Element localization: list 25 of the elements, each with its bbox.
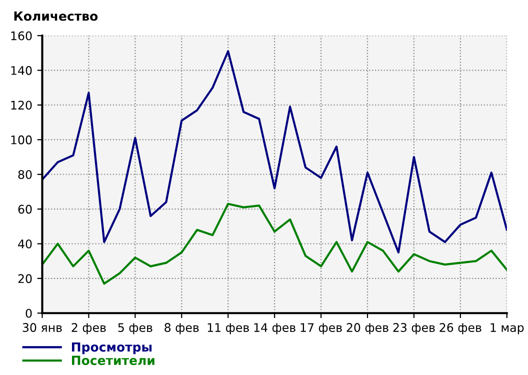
x-tick-label: 26 фев bbox=[440, 323, 482, 334]
x-tick-label: 1 мар bbox=[490, 323, 524, 334]
x-tick-label: 11 фев bbox=[208, 323, 249, 334]
y-tick-label: 60 bbox=[18, 204, 32, 214]
x-tick-label: 14 фев bbox=[254, 323, 296, 334]
x-tick-label: 8 фев bbox=[164, 323, 199, 334]
y-tick-label: 140 bbox=[11, 66, 32, 75]
chart-title: Количество bbox=[14, 12, 98, 21]
y-tick-label: 120 bbox=[11, 100, 32, 110]
x-tick-label: 17 фев bbox=[300, 323, 342, 334]
legend-label: Посетители bbox=[72, 356, 154, 366]
x-tick-label: 20 фев bbox=[346, 323, 388, 334]
y-tick-label: 20 bbox=[18, 274, 32, 284]
line-series bbox=[42, 202, 507, 285]
x-tick-label: 5 фев bbox=[118, 323, 152, 334]
y-tick-label: 100 bbox=[11, 135, 32, 144]
x-tick-label: 23 фев bbox=[393, 323, 435, 334]
legend-label: Просмотры bbox=[72, 342, 152, 354]
x-tick-label: 2 фев bbox=[72, 323, 106, 334]
y-tick-label: 40 bbox=[18, 239, 32, 248]
y-tick-label: 0 bbox=[26, 308, 32, 318]
y-tick-label: 80 bbox=[18, 170, 32, 180]
line-series bbox=[42, 50, 507, 254]
y-tick-label: 160 bbox=[11, 31, 32, 40]
x-tick-label: 30 янв bbox=[22, 323, 62, 332]
